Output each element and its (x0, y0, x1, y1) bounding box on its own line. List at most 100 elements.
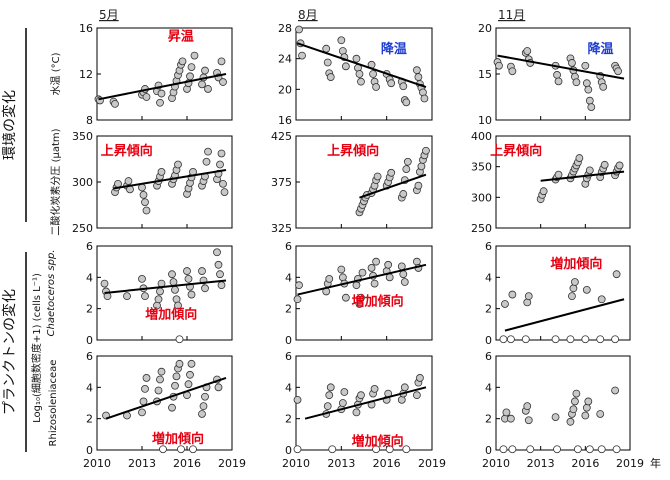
y-tick-label: 0 (485, 334, 492, 347)
y-axis-label-temperature: 水温 (°C) (50, 52, 62, 95)
y-tick-label: 350 (72, 130, 93, 143)
data-point (139, 397, 148, 406)
data-point (189, 445, 197, 454)
y-tick-label: 0 (86, 334, 93, 347)
data-point (600, 160, 609, 169)
y-tick-label: 250 (72, 222, 93, 235)
data-point (597, 295, 606, 304)
data-point (523, 47, 532, 55)
trend-annotation: 増加傾向 (352, 434, 404, 450)
data-point (141, 292, 149, 301)
data-point (521, 335, 530, 344)
data-point (385, 445, 394, 454)
y-tick-label: 375 (271, 176, 292, 189)
y-tick-label: 300 (471, 191, 492, 204)
trend-line (297, 263, 427, 296)
data-point (172, 372, 181, 381)
x-tick-label: 2010 (83, 457, 111, 470)
month-label: 8月 (298, 8, 318, 22)
data-point (495, 61, 503, 70)
data-point (422, 146, 430, 155)
data-point (571, 397, 579, 406)
data-point (568, 59, 576, 67)
data-point (357, 293, 365, 302)
panel-frame (295, 245, 433, 341)
data-point (325, 391, 334, 400)
data-point (526, 445, 535, 454)
y-tick-label: 2 (86, 413, 93, 426)
data-point (581, 335, 590, 344)
y-tick-label: 20 (278, 83, 292, 96)
data-point (523, 402, 532, 411)
x-tick-label: 2013 (327, 457, 355, 470)
data-point (554, 77, 563, 86)
x-tick-label: 2013 (527, 457, 555, 470)
data-point (175, 335, 184, 344)
data-point (414, 73, 423, 81)
data-point (357, 77, 365, 86)
data-point (397, 395, 406, 404)
data-point (201, 392, 209, 401)
data-point (338, 273, 347, 282)
data-point (554, 170, 563, 179)
data-point (352, 54, 361, 63)
data-point (372, 83, 380, 91)
y-tick-label: 2 (485, 303, 492, 316)
x-tick-label: 2016 (373, 457, 401, 470)
data-point (169, 278, 178, 286)
panel-frame (495, 355, 631, 451)
data-point (174, 301, 182, 310)
data-point (572, 389, 581, 398)
y-tick-label: 6 (86, 350, 93, 363)
data-point (328, 445, 337, 454)
data-point (566, 335, 575, 344)
data-point (217, 281, 226, 290)
data-point (506, 414, 515, 423)
data-point (553, 445, 561, 454)
data-point (599, 82, 608, 91)
x-tick-label: 2010 (482, 457, 510, 470)
data-point (384, 260, 393, 269)
data-point (581, 411, 590, 420)
data-point (171, 285, 179, 294)
data-point (402, 445, 411, 454)
x-tick-label: 2019 (616, 457, 644, 470)
trend-annotation: 降温 (588, 41, 614, 57)
section-label-plankton: プランクトンの変化 (1, 289, 18, 415)
data-point (142, 374, 151, 382)
data-point (219, 78, 227, 86)
data-point (499, 445, 508, 454)
y-tick-label: 4 (86, 381, 93, 394)
data-point (156, 98, 164, 107)
data-point (506, 335, 515, 344)
data-point (177, 445, 185, 454)
data-point (216, 270, 224, 279)
data-point (201, 284, 209, 293)
data-point (154, 295, 163, 304)
x-tick-label: 2016 (571, 457, 599, 470)
data-point (612, 445, 621, 454)
trend-line (98, 73, 227, 101)
data-point (159, 445, 167, 454)
data-point (373, 172, 382, 181)
data-point (399, 190, 408, 198)
data-point (337, 265, 346, 274)
trend-annotation: 降温 (381, 41, 407, 57)
data-point (571, 278, 579, 286)
data-point (587, 103, 596, 112)
trend-annotation: 昇温 (168, 29, 194, 44)
data-point (402, 98, 411, 107)
y-tick-label: 16 (79, 22, 93, 35)
y-tick-label: 24 (278, 53, 292, 66)
x-tick-label: 2013 (128, 457, 156, 470)
data-point (175, 359, 184, 368)
data-point (539, 187, 548, 196)
y-axis-label-pco2: 二酸化炭素分圧 (μatm) (49, 128, 62, 235)
panel-frame (96, 245, 233, 341)
data-point (385, 273, 394, 282)
data-point (157, 367, 166, 376)
y-tick-label: 6 (285, 350, 292, 363)
data-point (612, 270, 621, 279)
data-point (596, 410, 605, 418)
